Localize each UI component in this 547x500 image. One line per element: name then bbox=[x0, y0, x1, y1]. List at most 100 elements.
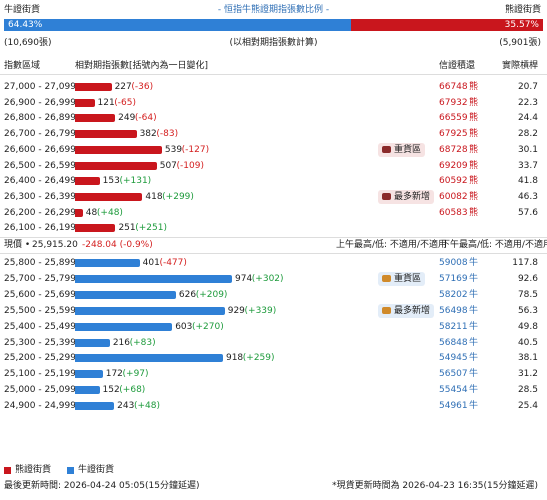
side: 牛 bbox=[469, 401, 479, 412]
change: (+209) bbox=[195, 289, 228, 300]
code: 56498 bbox=[439, 305, 468, 316]
range: 25,700 - 25,799 bbox=[4, 273, 76, 284]
divider bbox=[0, 237, 547, 238]
leverage: 92.6 bbox=[517, 273, 538, 284]
leverage: 30.1 bbox=[517, 144, 538, 155]
code: 54945 bbox=[439, 353, 468, 364]
side: 牛 bbox=[469, 369, 479, 380]
bar bbox=[75, 354, 223, 363]
bull-label: 牛證街貨 bbox=[4, 5, 41, 15]
code: 60082 bbox=[439, 191, 468, 202]
bar bbox=[75, 114, 116, 123]
change: (+259) bbox=[242, 353, 275, 364]
legend-swatch bbox=[4, 467, 11, 474]
change: (-83) bbox=[156, 129, 179, 140]
bear-label: 熊證街貨 bbox=[504, 5, 541, 15]
leverage: 20.7 bbox=[517, 82, 538, 92]
amount: 974 bbox=[235, 273, 253, 284]
amount: 243 bbox=[117, 401, 135, 412]
leverage: 40.5 bbox=[517, 337, 538, 348]
bear-count: (5,901張) bbox=[499, 38, 541, 48]
bar bbox=[75, 322, 173, 331]
change: (+299) bbox=[162, 191, 194, 202]
amount: 152 bbox=[102, 385, 120, 396]
range: 26,400 - 26,499 bbox=[4, 176, 76, 187]
bar bbox=[75, 259, 140, 267]
change: (+339) bbox=[244, 305, 277, 316]
range: 25,400 - 25,499 bbox=[4, 321, 76, 332]
amount: 227 bbox=[114, 82, 132, 92]
code: 60583 bbox=[439, 207, 468, 218]
tag-icon bbox=[382, 192, 391, 200]
range: 26,700 - 26,799 bbox=[4, 129, 76, 140]
leverage: 117.8 bbox=[512, 258, 538, 268]
side: 熊 bbox=[469, 160, 479, 171]
amount: 603 bbox=[175, 321, 193, 332]
footer-left: 最後更新時間: 2026-04-24 05:05(15分鐘延遲) bbox=[4, 481, 200, 491]
side: 熊 bbox=[469, 191, 479, 202]
change: (+83) bbox=[129, 337, 156, 348]
side: 牛 bbox=[469, 385, 479, 396]
footer-right: *現貨更新時間為 2026-04-23 16:35(15分鐘延遲) bbox=[332, 481, 538, 491]
bar bbox=[75, 274, 232, 283]
side: 牛 bbox=[469, 258, 479, 268]
change: (-65) bbox=[114, 97, 137, 108]
leverage: 22.3 bbox=[517, 97, 538, 108]
bear-ratio-label: 35.57% bbox=[504, 20, 539, 30]
range: 26,900 - 26,999 bbox=[4, 97, 76, 108]
tag: 最多新增 bbox=[378, 303, 435, 318]
amount: 153 bbox=[102, 176, 120, 187]
side: 牛 bbox=[469, 321, 479, 332]
range: 25,300 - 25,399 bbox=[4, 337, 76, 348]
bar bbox=[75, 224, 116, 233]
change: (-64) bbox=[134, 113, 157, 124]
change: (-109) bbox=[176, 160, 204, 171]
amount: 918 bbox=[225, 353, 244, 364]
tag-icon bbox=[382, 145, 391, 153]
title: - 恒指牛熊證期指張數比例 - bbox=[217, 5, 330, 15]
change: (+251) bbox=[135, 223, 167, 234]
side: 熊 bbox=[469, 97, 479, 108]
side: 牛 bbox=[469, 337, 479, 348]
range: 26,200 - 26,299 bbox=[4, 207, 76, 218]
side: 牛 bbox=[469, 289, 479, 300]
change: (+270) bbox=[191, 321, 224, 332]
am-range: 上午最高/低: 不適用/不適用 bbox=[336, 240, 447, 250]
side: 熊 bbox=[469, 144, 479, 155]
change: (-477) bbox=[159, 258, 187, 268]
code: 66559 bbox=[439, 113, 468, 124]
code: 67932 bbox=[439, 97, 468, 108]
amount: 539 bbox=[164, 144, 183, 155]
amount: 172 bbox=[105, 369, 123, 380]
tag-icon bbox=[382, 306, 391, 314]
range: 26,100 - 26,199 bbox=[4, 223, 76, 234]
col-head: 指數區域 bbox=[4, 61, 41, 71]
change: (+48) bbox=[133, 401, 160, 412]
legend-label: 熊證街貨 bbox=[15, 465, 52, 475]
tag: 重貨區 bbox=[378, 271, 426, 286]
bull-ratio-label: 64.43% bbox=[8, 20, 43, 30]
range: 25,200 - 25,299 bbox=[4, 353, 76, 364]
leverage: 28.5 bbox=[517, 385, 538, 396]
side: 熊 bbox=[469, 176, 479, 187]
range: 25,100 - 25,199 bbox=[4, 369, 76, 380]
change: (+97) bbox=[122, 369, 149, 380]
change: (-127) bbox=[181, 144, 210, 155]
side: 牛 bbox=[469, 273, 479, 284]
side: 牛 bbox=[469, 353, 479, 364]
col-head: 相對期指張數[括號內為一日變化] bbox=[75, 61, 209, 71]
range: 27,000 - 27,099 bbox=[4, 82, 76, 92]
amount: 382 bbox=[139, 129, 157, 140]
bar bbox=[75, 386, 100, 395]
change: (+302) bbox=[251, 273, 284, 284]
bar bbox=[75, 177, 100, 186]
amount: 216 bbox=[112, 337, 130, 348]
amount: 507 bbox=[159, 160, 177, 171]
bar bbox=[75, 338, 110, 347]
bar bbox=[75, 208, 83, 217]
bar bbox=[75, 402, 115, 411]
bar bbox=[75, 306, 225, 315]
code: 58202 bbox=[439, 289, 468, 300]
leverage: 56.3 bbox=[517, 305, 538, 316]
